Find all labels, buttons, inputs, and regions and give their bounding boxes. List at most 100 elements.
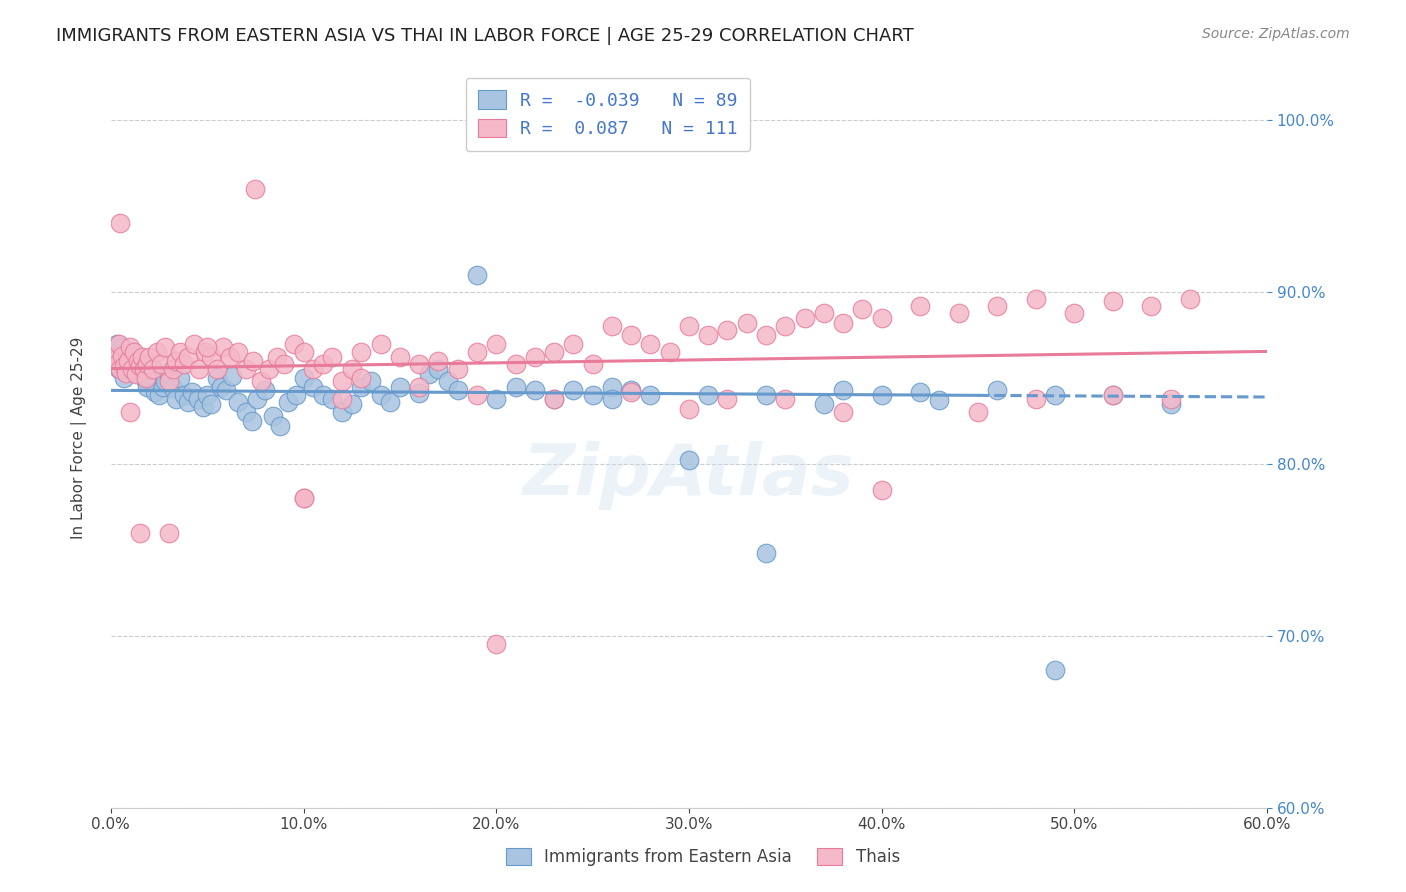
Point [620, 383, 643, 397]
Point [125, 368, 148, 382]
Point [110, 362, 132, 376]
Point [1102, 388, 1125, 402]
Point [195, 340, 218, 354]
Point [235, 405, 257, 419]
Point [122, 345, 145, 359]
Point [1025, 392, 1047, 406]
Point [408, 357, 430, 371]
Point [205, 371, 228, 385]
Point [755, 388, 778, 402]
Point [716, 323, 738, 337]
Point [380, 395, 402, 409]
Point [101, 353, 124, 368]
Point [775, 319, 797, 334]
Point [1178, 292, 1201, 306]
Point [312, 357, 335, 371]
Point [427, 362, 450, 376]
Point [112, 359, 135, 373]
Point [697, 388, 720, 402]
Point [755, 328, 778, 343]
Point [716, 392, 738, 406]
Point [292, 371, 315, 385]
Point [115, 366, 138, 380]
Point [813, 305, 835, 319]
Point [928, 393, 950, 408]
Point [330, 405, 353, 419]
Point [986, 383, 1008, 397]
Point [321, 351, 343, 365]
Point [235, 362, 257, 376]
Point [620, 384, 643, 399]
Text: ZipAtlas: ZipAtlas [523, 441, 855, 509]
Point [107, 362, 129, 376]
Point [370, 336, 392, 351]
Point [370, 388, 392, 402]
Point [180, 384, 202, 399]
Point [143, 384, 166, 399]
Point [832, 383, 855, 397]
Point [600, 392, 623, 406]
Point [388, 351, 411, 365]
Point [157, 368, 180, 382]
Point [273, 357, 295, 371]
Point [543, 392, 565, 406]
Point [112, 371, 135, 385]
Point [620, 328, 643, 343]
Point [870, 483, 893, 497]
Point [562, 383, 585, 397]
Point [418, 368, 440, 382]
Point [832, 405, 855, 419]
Point [120, 345, 142, 359]
Point [104, 353, 127, 368]
Point [266, 351, 288, 365]
Point [678, 319, 700, 334]
Point [211, 340, 233, 354]
Point [562, 336, 585, 351]
Point [115, 362, 138, 376]
Point [1102, 388, 1125, 402]
Point [157, 375, 180, 389]
Point [284, 388, 307, 402]
Point [793, 310, 815, 325]
Point [162, 381, 184, 395]
Point [427, 353, 450, 368]
Point [104, 351, 127, 365]
Point [209, 379, 232, 393]
Point [408, 379, 430, 393]
Point [200, 351, 222, 365]
Point [292, 345, 315, 359]
Point [128, 525, 150, 540]
Point [1043, 663, 1066, 677]
Point [697, 328, 720, 343]
Point [283, 336, 305, 351]
Point [1063, 305, 1085, 319]
Point [262, 409, 284, 423]
Point [226, 345, 249, 359]
Point [120, 405, 142, 419]
Text: IMMIGRANTS FROM EASTERN ASIA VS THAI IN LABOR FORCE | AGE 25-29 CORRELATION CHAR: IMMIGRANTS FROM EASTERN ASIA VS THAI IN … [56, 27, 914, 45]
Point [908, 299, 931, 313]
Point [1140, 299, 1163, 313]
Point [240, 414, 263, 428]
Point [157, 525, 180, 540]
Point [132, 366, 155, 380]
Point [678, 401, 700, 416]
Point [188, 362, 211, 376]
Point [183, 336, 205, 351]
Point [149, 357, 172, 371]
Point [245, 182, 267, 196]
Point [437, 375, 460, 389]
Legend: Immigrants from Eastern Asia, Thais: Immigrants from Eastern Asia, Thais [498, 840, 908, 875]
Point [221, 369, 243, 384]
Point [755, 546, 778, 560]
Point [986, 299, 1008, 313]
Point [408, 386, 430, 401]
Point [253, 383, 276, 397]
Point [135, 371, 157, 385]
Point [177, 351, 200, 365]
Point [142, 362, 165, 376]
Point [277, 395, 299, 409]
Point [292, 491, 315, 506]
Point [678, 453, 700, 467]
Point [302, 362, 325, 376]
